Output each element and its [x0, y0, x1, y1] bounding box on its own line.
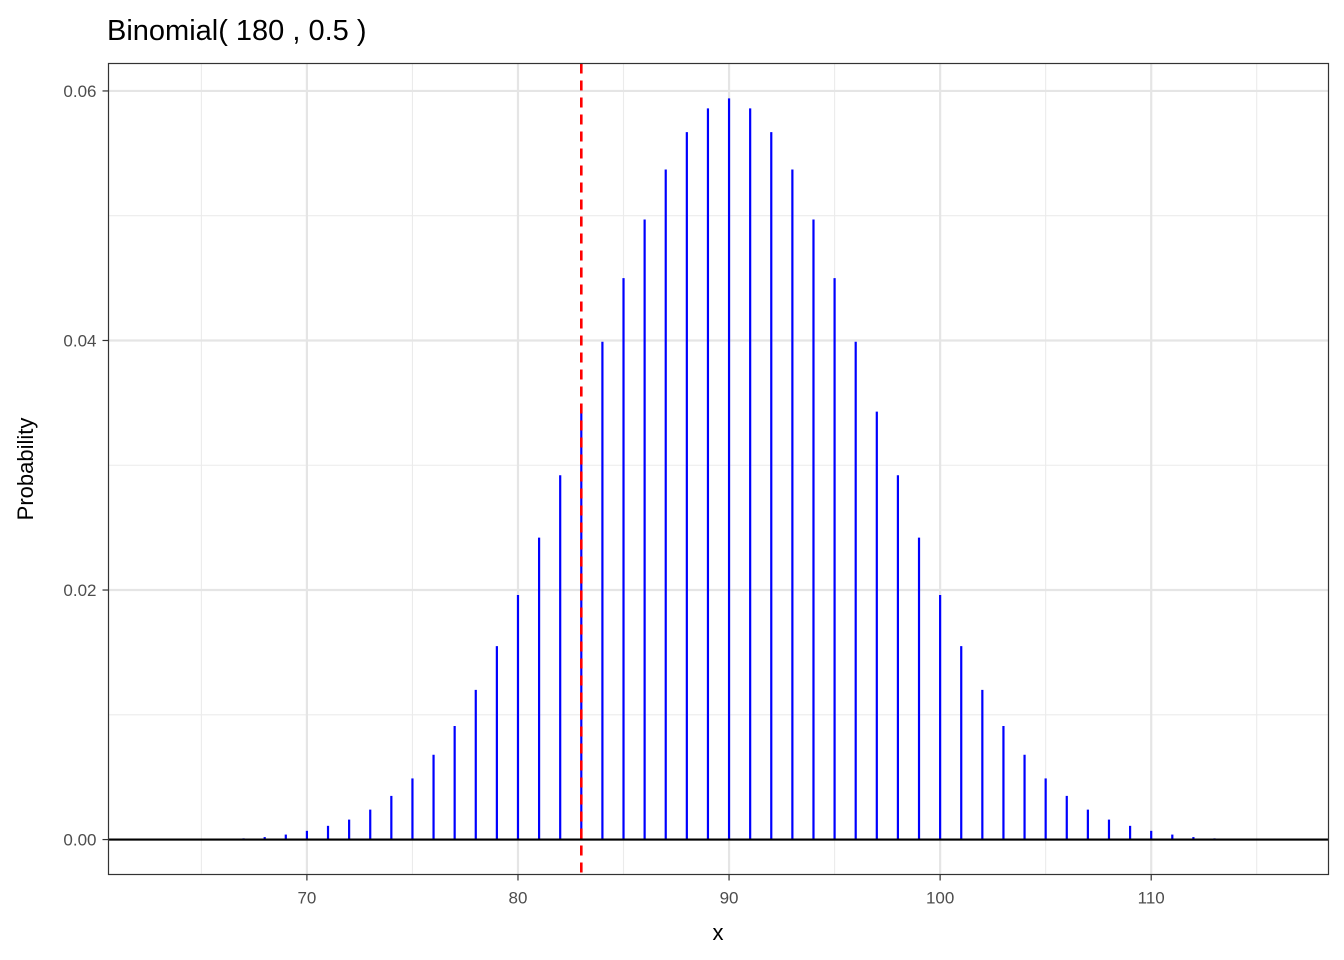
reference-line-layer — [108, 63, 1329, 875]
y-tick-label: 0.00 — [63, 831, 96, 850]
x-tick-label: 100 — [926, 889, 954, 908]
y-axis-title: Probability — [13, 418, 38, 521]
plot-panel-border — [107, 62, 1330, 876]
x-tick-label: 110 — [1138, 889, 1165, 908]
probability-bars — [242, 98, 1216, 840]
y-tick-label: 0.06 — [63, 82, 96, 101]
grid-lines — [108, 63, 1329, 875]
y-tick-label: 0.04 — [63, 331, 96, 350]
y-axis-ticks: 0.00 0.02 0.04 0.06 — [63, 82, 109, 850]
x-tick-label: 90 — [720, 889, 739, 908]
y-tick-label: 0.02 — [63, 581, 96, 600]
x-tick-label: 80 — [509, 889, 528, 908]
x-tick-label: 70 — [297, 889, 316, 908]
x-axis-ticks: 70 80 90 100 110 — [297, 874, 1165, 908]
chart-title: Binomial( 180 , 0.5 ) — [107, 15, 367, 47]
x-axis-title: x — [713, 920, 724, 945]
